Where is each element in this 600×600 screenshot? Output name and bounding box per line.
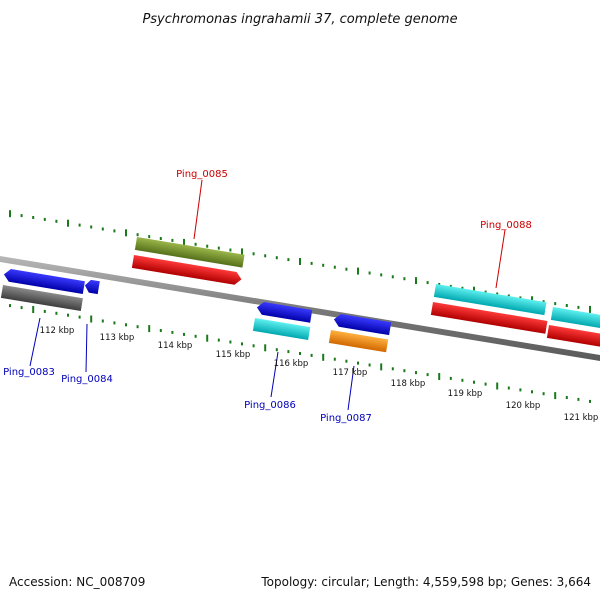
cds-ping-0086[interactable] bbox=[256, 301, 313, 323]
gene-labels: Ping_0085 Ping_0088 Ping_0083 Ping_0084 … bbox=[3, 169, 532, 424]
gene-ping-0085[interactable] bbox=[134, 237, 245, 268]
label-ping-0088[interactable]: Ping_0088 bbox=[480, 220, 532, 231]
forward-features bbox=[131, 237, 600, 348]
map-title: Psychromonas ingrahamii 37, complete gen… bbox=[142, 12, 457, 27]
cds-ping-0087[interactable] bbox=[333, 313, 392, 336]
scale-label: 118 kbp bbox=[391, 379, 426, 389]
gene-ping-0083[interactable] bbox=[0, 285, 83, 312]
cds-ping-0085[interactable] bbox=[131, 255, 243, 286]
gene-ping-0088[interactable] bbox=[433, 284, 547, 316]
accession-text: Accession: NC_008709 bbox=[9, 575, 145, 589]
cds-offscreen-red[interactable] bbox=[546, 325, 600, 348]
gene-ping-0086[interactable] bbox=[252, 318, 311, 340]
cds-ping-0084[interactable] bbox=[84, 279, 100, 295]
scale-label: 112 kbp bbox=[40, 326, 75, 336]
scale-label: 120 kbp bbox=[506, 401, 541, 411]
label-ping-0085[interactable]: Ping_0085 bbox=[176, 169, 228, 180]
scale-label: 117 kbp bbox=[333, 368, 368, 378]
scale-label: 114 kbp bbox=[158, 341, 193, 351]
leader-ping-0087 bbox=[347, 365, 355, 411]
scale-label: 119 kbp bbox=[448, 389, 483, 399]
genome-summary-text: Topology: circular; Length: 4,559,598 bp… bbox=[260, 575, 591, 589]
leader-ping-0086 bbox=[270, 351, 279, 398]
leader-ping-0084 bbox=[85, 323, 88, 373]
label-leaders bbox=[29, 179, 506, 411]
scale-label: 115 kbp bbox=[216, 350, 251, 360]
cds-ping-0088[interactable] bbox=[430, 302, 548, 334]
gene-offscreen-cyan[interactable] bbox=[550, 307, 600, 330]
lower-tick-track bbox=[9, 304, 591, 403]
leader-ping-0085 bbox=[193, 179, 203, 240]
label-ping-0083[interactable]: Ping_0083 bbox=[3, 367, 55, 378]
label-ping-0086[interactable]: Ping_0086 bbox=[244, 400, 296, 411]
cds-ping-0083[interactable] bbox=[3, 268, 85, 295]
scale-label: 116 kbp bbox=[274, 359, 309, 369]
scale-label: 121 kbp bbox=[564, 413, 599, 423]
gene-ping-0087[interactable] bbox=[328, 330, 389, 353]
label-ping-0084[interactable]: Ping_0084 bbox=[61, 374, 113, 385]
label-ping-0087[interactable]: Ping_0087 bbox=[320, 413, 372, 424]
leader-ping-0088 bbox=[495, 229, 506, 289]
scale-labels: 112 kbp 113 kbp 114 kbp 115 kbp 116 kbp … bbox=[40, 326, 599, 423]
reverse-features bbox=[0, 268, 392, 353]
leader-ping-0083 bbox=[29, 317, 41, 367]
scale-label: 113 kbp bbox=[100, 333, 135, 343]
